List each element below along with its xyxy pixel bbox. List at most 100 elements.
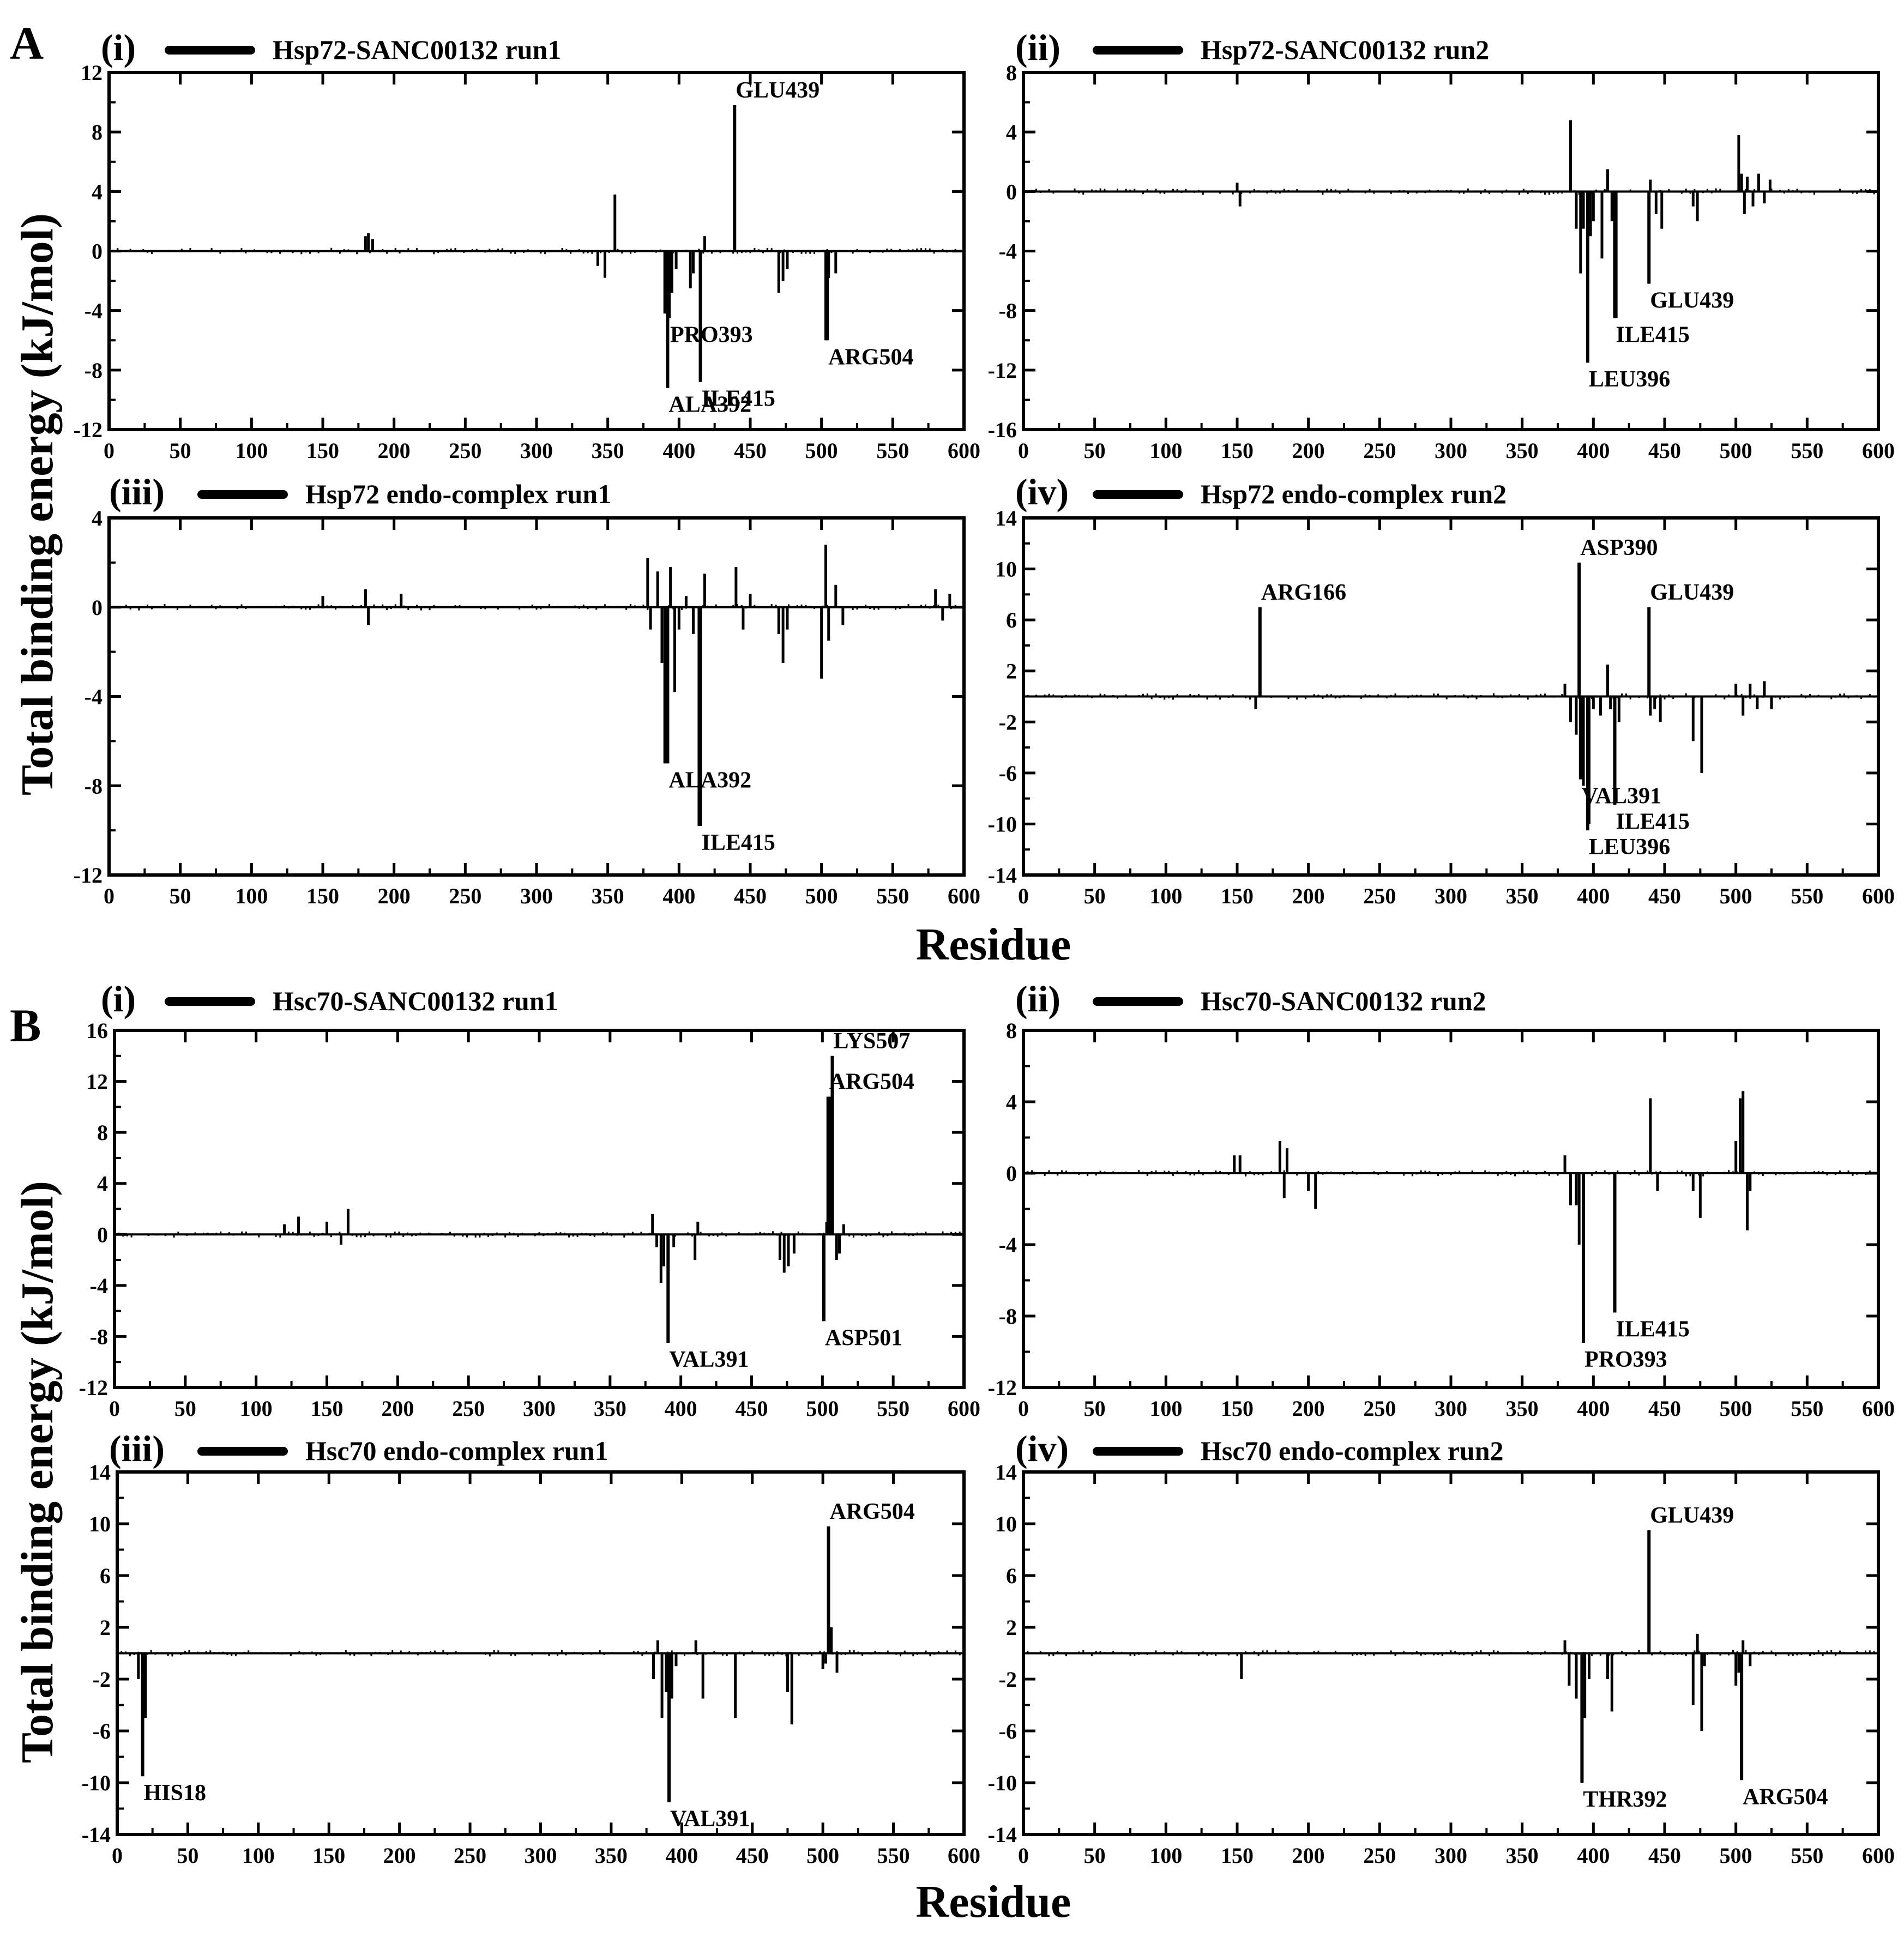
x-tick-label: 400 [1577, 884, 1610, 908]
x-tick-label: 300 [525, 1843, 557, 1868]
x-tick-label: 0 [104, 884, 115, 908]
annotation-label: ARG504 [828, 345, 913, 370]
x-tick-label: 100 [1149, 1396, 1182, 1421]
x-tick-label: 50 [1084, 1396, 1106, 1421]
annotation-label: ARG166 [1261, 580, 1346, 605]
x-tick-label: 200 [383, 1843, 416, 1868]
sub-panel-label: (i) [101, 27, 136, 68]
x-tick-label: 500 [1720, 884, 1752, 908]
x-tick-label: 200 [1292, 1843, 1325, 1868]
x-tick-label: 250 [1363, 1843, 1396, 1868]
sub-panel-label: (i) [101, 978, 136, 1019]
y-tick-label: 4 [1006, 1090, 1017, 1114]
x-tick-label: 550 [876, 438, 909, 463]
y-tick-label: 0 [1006, 179, 1017, 204]
annotation-label: LEU396 [1589, 835, 1670, 860]
x-tick-label: 400 [1577, 438, 1610, 463]
legend-label: Hsp72 endo-complex run2 [1201, 479, 1507, 509]
x-tick-label: 350 [592, 884, 624, 908]
chart-panel-3: ALA392 ILE415 -12 -8 -4 0 4 0 50 100 150 200 250 300 3… [74, 471, 980, 908]
y-tick-label: -12 [79, 1375, 108, 1400]
y-tick-label: 14 [89, 1460, 111, 1485]
y-tick-label: 4 [92, 506, 103, 530]
x-tick-label: 600 [1862, 1396, 1895, 1421]
x-tick-label: 600 [948, 1396, 980, 1421]
legend-label: Hsp72-SANC00132 run2 [1201, 34, 1489, 65]
x-tick-label: 450 [1648, 884, 1681, 908]
x-tick-label: 600 [948, 438, 980, 463]
sub-panel-label: (iv) [1015, 471, 1069, 512]
x-tick-label: 400 [662, 438, 695, 463]
annotation-label: ALA392 [668, 393, 751, 418]
annotation-label: ILE415 [1616, 809, 1690, 834]
x-tick-label: 200 [1292, 438, 1325, 463]
x-tick-label: 50 [174, 1396, 196, 1421]
xlabel-B: Residue [916, 1876, 1071, 1927]
y-tick-label: 6 [1006, 1564, 1017, 1588]
x-tick-label: 550 [1791, 1396, 1823, 1421]
x-tick-label: 600 [1862, 1843, 1895, 1868]
x-tick-label: 200 [378, 884, 411, 908]
x-tick-label: 500 [805, 438, 838, 463]
y-tick-label: -2 [999, 1667, 1017, 1692]
x-tick-label: 450 [1648, 1396, 1681, 1421]
annotation-label: ILE415 [1616, 322, 1690, 347]
annotation-label: LYS507 [834, 1029, 911, 1054]
annotation-label: VAL391 [1582, 784, 1661, 809]
y-tick-label: 14 [995, 1460, 1017, 1485]
y-tick-label: 10 [995, 557, 1017, 582]
annotation-label: ASP390 [1580, 535, 1658, 560]
x-tick-label: 150 [1221, 1396, 1254, 1421]
y-tick-label: -4 [999, 239, 1017, 264]
y-tick-label: -12 [988, 358, 1017, 383]
noise-bars [1027, 1170, 1875, 1176]
xlabel-A: Residue [916, 919, 1071, 970]
x-tick-label: 250 [449, 884, 481, 908]
chart-panel-5: LYS507 ARG504 VAL391 ASP501 -12 -8 -4 0 4 8 12 16 0 5… [79, 978, 980, 1421]
x-tick-label: 500 [1720, 438, 1752, 463]
x-tick-label: 250 [1363, 438, 1396, 463]
annotation-label: THR392 [1583, 1787, 1667, 1812]
x-tick-label: 50 [170, 438, 191, 463]
y-tick-label: 4 [92, 179, 103, 204]
x-tick-label: 300 [523, 1396, 556, 1421]
annotation-label: GLU439 [1650, 1503, 1734, 1528]
x-tick-label: 350 [594, 1396, 626, 1421]
x-tick-label: 50 [170, 884, 191, 908]
x-tick-label: 550 [876, 884, 909, 908]
sub-panel-label: (ii) [1015, 978, 1061, 1019]
x-tick-label: 300 [1435, 884, 1467, 908]
y-tick-label: 10 [89, 1512, 111, 1536]
x-tick-label: 500 [806, 1396, 839, 1421]
plot-frame [1022, 1029, 1880, 1389]
x-tick-label: 400 [665, 1396, 697, 1421]
y-tick-label: -8 [85, 774, 103, 798]
ylabel-A: Total binding energy (kJ/mol) [12, 213, 63, 795]
chart-panel-7: ARG504 HIS18 VAL391 -14 -10 -6 -2 2 6 10 14 0 50 100 1… [82, 1428, 980, 1868]
x-tick-label: 400 [1577, 1396, 1610, 1421]
x-tick-label: 150 [312, 1843, 345, 1868]
annotation-label: VAL391 [670, 1807, 750, 1832]
x-tick-label: 250 [1363, 1396, 1396, 1421]
y-tick-label: -6 [999, 1719, 1017, 1743]
x-tick-label: 250 [454, 1843, 486, 1868]
legend-label: Hsc70-SANC00132 run2 [1201, 986, 1486, 1016]
y-tick-label: -12 [988, 1375, 1017, 1400]
x-tick-label: 250 [1363, 884, 1396, 908]
x-tick-label: 150 [1221, 1843, 1254, 1868]
y-tick-label: -12 [74, 863, 103, 888]
x-tick-label: 350 [1506, 1396, 1539, 1421]
x-tick-label: 500 [1720, 1843, 1752, 1868]
x-tick-label: 550 [877, 1396, 909, 1421]
y-tick-label: -14 [988, 1823, 1017, 1847]
panels: GLU439PRO393ILE415ALA392ARG504-12-8-4048… [74, 27, 1895, 1868]
y-tick-label: -8 [85, 358, 103, 383]
annotation-label: GLU439 [1650, 580, 1734, 605]
y-tick-label: 2 [1006, 1615, 1017, 1640]
legend-label: Hsp72-SANC00132 run1 [273, 34, 561, 65]
x-tick-label: 450 [736, 1396, 768, 1421]
x-tick-label: 600 [1862, 884, 1895, 908]
data-bars [1254, 665, 1773, 824]
data-bars [321, 545, 951, 826]
